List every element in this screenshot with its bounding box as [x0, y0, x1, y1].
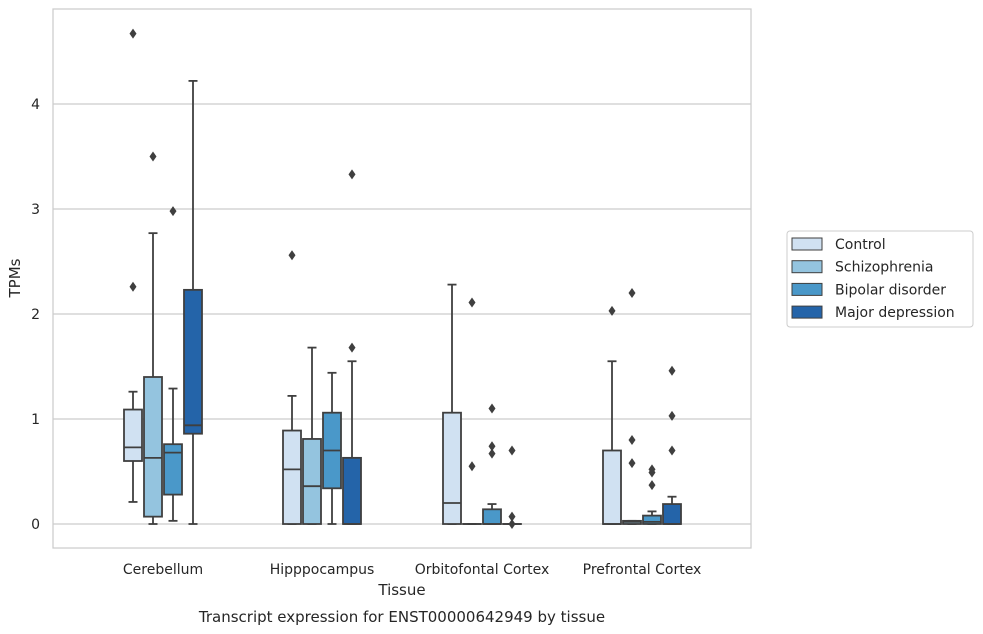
box-major-depression: [502, 445, 522, 529]
legend-swatch: [791, 237, 823, 251]
y-axis-label: TPMs: [6, 258, 24, 298]
legend-entry: Major depression: [835, 305, 955, 321]
box-control: [282, 250, 302, 525]
box-body: [482, 508, 502, 525]
box-bipolar-disorder: [642, 464, 662, 525]
outlier-point: [468, 297, 476, 308]
box-control: [602, 305, 622, 525]
outlier-point: [668, 445, 676, 456]
legend-swatch: [791, 282, 823, 296]
box-body: [143, 376, 163, 518]
x-tick-label: Prefrontal Cortex: [583, 562, 702, 578]
y-tick-label: 4: [31, 97, 40, 113]
box-major-depression: [183, 80, 203, 525]
legend-swatch: [791, 305, 823, 319]
box-bipolar-disorder: [482, 403, 502, 525]
outlier-point: [628, 435, 636, 445]
outlier-point: [508, 445, 516, 456]
y-tick-label: 3: [31, 202, 40, 218]
y-tick-label: 0: [31, 517, 40, 533]
y-tick-label: 2: [31, 307, 40, 323]
legend-entry: Schizophrenia: [835, 260, 933, 276]
box-schizophrenia: [143, 151, 163, 525]
box-body: [282, 429, 302, 525]
box-major-depression: [342, 169, 362, 525]
outlier-point: [508, 511, 516, 522]
box-major-depression: [662, 365, 682, 525]
box-body: [123, 408, 143, 462]
box-bipolar-disorder: [322, 371, 342, 525]
box-schizophrenia: [302, 346, 322, 525]
outlier-point: [149, 151, 157, 162]
legend-entry: Control: [835, 237, 886, 253]
box-schizophrenia: [622, 288, 642, 525]
box-body: [602, 449, 622, 525]
box-schizophrenia: [462, 297, 482, 525]
outlier-point: [348, 342, 356, 353]
chart-caption: Transcript expression for ENST0000064294…: [198, 608, 605, 626]
x-tick-label: Cerebellum: [123, 562, 203, 578]
legend-entry: Bipolar disorder: [835, 282, 946, 298]
box-body: [342, 456, 362, 525]
legend-swatch: [791, 260, 823, 274]
outlier-point: [648, 480, 656, 491]
outlier-point: [488, 441, 496, 452]
boxes: [123, 28, 682, 529]
legend: Control Schizophrenia Bipolar disorder Majo…: [786, 230, 974, 328]
box-body: [163, 443, 183, 496]
outlier-point: [628, 458, 636, 469]
x-tick-label: Orbitofontal Cortex: [415, 562, 550, 578]
y-tick-label: 1: [31, 412, 40, 428]
x-axis-ticks: Cerebellum Hipppocampus Orbitofontal Corte…: [123, 562, 701, 578]
outlier-point: [468, 461, 476, 472]
box-control: [123, 28, 143, 503]
y-axis-ticks: 0 1 2 3 4: [31, 97, 40, 533]
outlier-point: [628, 288, 636, 298]
x-tick-label: Hipppocampus: [270, 562, 375, 578]
box-body: [302, 438, 322, 525]
box-bipolar-disorder: [163, 206, 183, 522]
x-axis-label: Tissue: [377, 581, 425, 599]
legend-frame: [786, 230, 974, 328]
box-body: [642, 514, 662, 525]
outlier-point: [129, 281, 137, 292]
outlier-point: [169, 206, 177, 217]
outlier-point: [348, 169, 356, 180]
outlier-point: [608, 305, 616, 316]
outlier-point: [488, 448, 496, 459]
outlier-point: [288, 250, 296, 261]
outlier-point: [508, 519, 516, 529]
box-body: [442, 411, 462, 525]
plot-area-frame: [52, 8, 752, 549]
outlier-point: [648, 464, 656, 475]
box-control: [442, 283, 462, 525]
box-body: [662, 503, 682, 525]
outlier-point: [129, 28, 137, 39]
outlier-point: [488, 403, 496, 414]
box-body: [183, 288, 203, 435]
outlier-point: [668, 410, 676, 421]
outlier-point: [668, 365, 676, 376]
